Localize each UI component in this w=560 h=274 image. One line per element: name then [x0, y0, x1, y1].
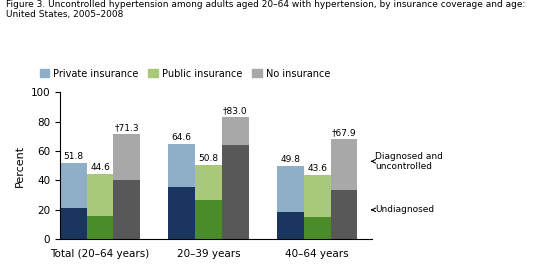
Text: †67.9: †67.9 [332, 129, 356, 138]
Bar [87, 216, 114, 239]
Bar [60, 163, 87, 209]
Bar [222, 145, 249, 239]
Text: 43.6: 43.6 [307, 164, 327, 173]
Text: 49.8: 49.8 [281, 155, 300, 164]
Bar [330, 139, 357, 190]
Text: 51.8: 51.8 [63, 152, 83, 161]
Bar [169, 187, 195, 239]
Bar [304, 217, 330, 239]
Bar [87, 174, 114, 216]
Text: 64.6: 64.6 [172, 133, 192, 142]
Text: Figure 3. Uncontrolled hypertension among adults aged 20–64 with hypertension, b: Figure 3. Uncontrolled hypertension amon… [6, 0, 525, 19]
Bar [277, 166, 304, 212]
Bar [277, 212, 304, 239]
Text: 44.6: 44.6 [90, 163, 110, 172]
Text: †83.0: †83.0 [223, 106, 248, 115]
Bar [114, 180, 140, 239]
Text: †71.3: †71.3 [114, 124, 139, 133]
Bar [60, 209, 87, 239]
Bar [304, 175, 330, 217]
Y-axis label: Percent: Percent [15, 145, 25, 187]
Bar [330, 190, 357, 239]
Text: 50.8: 50.8 [199, 154, 218, 163]
Bar [114, 134, 140, 180]
Text: Undiagnosed: Undiagnosed [372, 205, 435, 214]
Bar [222, 117, 249, 145]
Bar [195, 165, 222, 200]
Text: Diagnosed and
uncontrolled: Diagnosed and uncontrolled [372, 152, 443, 171]
Bar [169, 144, 195, 187]
Legend: Private insurance, Public insurance, No insurance: Private insurance, Public insurance, No … [36, 65, 334, 82]
Bar [195, 200, 222, 239]
